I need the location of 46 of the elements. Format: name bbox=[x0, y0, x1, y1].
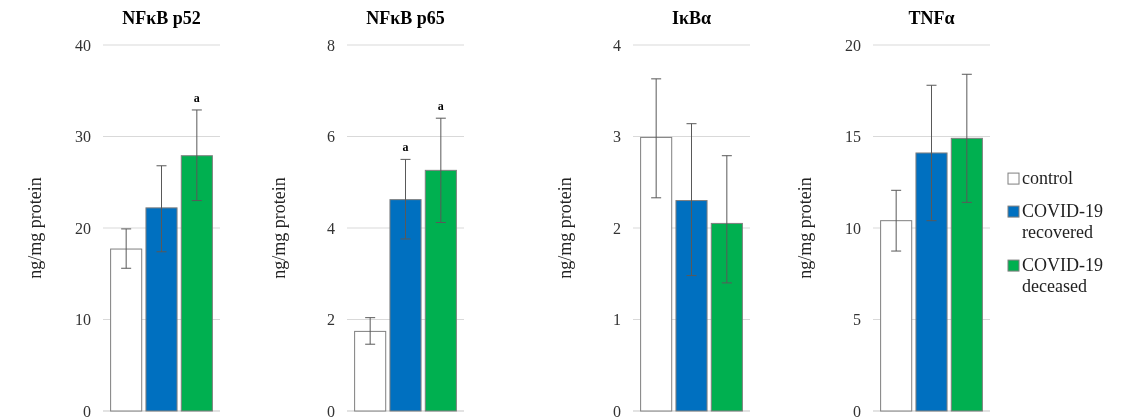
y-tick-label: 0 bbox=[327, 402, 335, 418]
legend-label: COVID-19 deceased bbox=[1022, 255, 1103, 297]
chart-title: TNFα bbox=[908, 8, 955, 28]
bar bbox=[180, 155, 213, 412]
bar bbox=[710, 222, 743, 412]
y-tick-label: 20 bbox=[75, 219, 91, 237]
bar bbox=[424, 169, 457, 412]
y-tick-label: 0 bbox=[853, 402, 861, 418]
y-axis-title: ng/mg protein bbox=[555, 177, 575, 279]
bar bbox=[880, 220, 913, 412]
y-tick-label: 30 bbox=[75, 128, 91, 146]
chart-title: IκBα bbox=[671, 8, 712, 28]
bar bbox=[675, 200, 708, 412]
y-tick-label: 0 bbox=[83, 402, 91, 418]
chart-title: NFκB p65 bbox=[366, 8, 445, 28]
y-axis-title: ng/mg protein bbox=[269, 177, 289, 279]
y-tick-label: 3 bbox=[613, 128, 621, 146]
annotation: a bbox=[193, 90, 200, 105]
y-tick-label: 5 bbox=[853, 311, 861, 329]
y-tick-label: 10 bbox=[75, 311, 91, 329]
y-tick-label: 6 bbox=[327, 128, 335, 146]
bar bbox=[915, 152, 948, 412]
y-tick-label: 1 bbox=[613, 311, 621, 329]
y-tick-label: 8 bbox=[327, 36, 335, 54]
y-tick-label: 15 bbox=[845, 128, 861, 146]
bar bbox=[354, 330, 387, 412]
chart-title: NFκB p52 bbox=[122, 8, 201, 28]
legend-label: COVID-19 recovered bbox=[1022, 201, 1103, 243]
bar bbox=[145, 207, 178, 412]
y-axis-title: ng/mg protein bbox=[25, 177, 45, 279]
y-tick-label: 2 bbox=[613, 219, 621, 237]
bar bbox=[640, 136, 673, 412]
y-axis-title: ng/mg protein bbox=[795, 177, 815, 279]
bar bbox=[389, 199, 422, 412]
y-tick-label: 0 bbox=[613, 402, 621, 418]
y-tick-label: 4 bbox=[327, 219, 335, 237]
legend-label: control bbox=[1022, 168, 1073, 189]
y-tick-label: 2 bbox=[327, 311, 335, 329]
y-tick-label: 40 bbox=[75, 36, 91, 54]
y-tick-label: 10 bbox=[845, 219, 861, 237]
annotation: a bbox=[402, 140, 409, 155]
bar bbox=[950, 137, 983, 412]
bar bbox=[110, 248, 143, 412]
y-tick-label: 20 bbox=[845, 36, 861, 54]
y-tick-label: 4 bbox=[613, 36, 621, 54]
annotation: a bbox=[437, 99, 444, 114]
